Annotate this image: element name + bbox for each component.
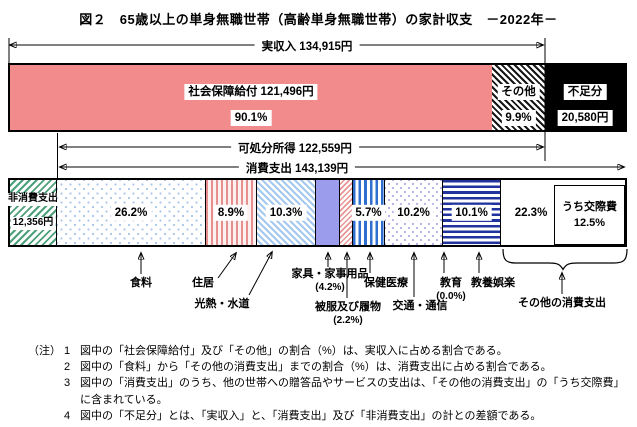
- social-expense-percent: 12.5%: [573, 217, 606, 229]
- non-consumption-amount: 12,356円: [10, 217, 56, 230]
- note-2-text: 図中の「食料」から「その他の消費支出」までの割合（%）は、消費支出に占める割合で…: [80, 361, 552, 374]
- segment-food: 26.2%: [57, 180, 206, 245]
- note-2: 2 図中の「食料」から「その他の消費支出」までの割合（%）は、消費支出に占める割…: [28, 359, 629, 375]
- non-consumption-label: 非消費支出: [6, 193, 60, 206]
- note-prefix: （注）: [28, 345, 61, 357]
- income-arrow-label: 実収入 134,915円: [254, 38, 360, 54]
- note-2-num: 2: [64, 361, 71, 374]
- disposable-arrow-label: 可処分所得 122,559円: [231, 140, 359, 156]
- segment-transport: 10.2%: [385, 180, 443, 245]
- note-3: 3 図中の「消費支出」のうち、他の世帯への贈答品やサービスの支出は、「その他の消…: [28, 375, 629, 391]
- utilities-label: 光熱・水道: [194, 298, 250, 310]
- segment-social-security: 社会保障給付 121,496円 90.1%: [10, 65, 492, 130]
- transport-percent: 10.2%: [393, 204, 434, 221]
- education-percent-note: (0.0%): [436, 291, 466, 302]
- others-percent: 22.3%: [510, 204, 552, 221]
- footnotes: （注） 1 図中の「社会保障給付」及び「その他」の割合（%）は、実収入に占める割…: [28, 343, 629, 424]
- segment-deficit: 不足分 20,580円: [545, 65, 625, 130]
- utilities-percent: 10.3%: [265, 204, 307, 221]
- others-brace: [502, 248, 628, 271]
- others-label: その他の消費支出: [518, 297, 606, 309]
- pointer-utilities: [248, 252, 272, 296]
- segment-other-income: その他 9.9%: [492, 65, 545, 130]
- note-4-num: 4: [64, 409, 71, 422]
- food-label: 食料: [130, 277, 152, 289]
- health-percent: 5.7%: [351, 204, 386, 221]
- social-expense-label: うち交際費: [562, 200, 617, 213]
- social-expense-box: うち交際費 12.5%: [554, 185, 625, 245]
- segment-others-consumption: 22.3% うち交際費 12.5%: [501, 180, 625, 245]
- social-security-label: 社会保障給付 121,496円: [184, 84, 318, 101]
- housing-percent: 8.9%: [213, 204, 249, 221]
- segment-non-consumption: 非消費支出 12,356円: [6, 180, 60, 245]
- expense-bar: 非消費支出 12,356円 26.2% 8.9% 10.3% 5.7% 10.2…: [6, 178, 627, 247]
- transport-label: 交通・通信: [392, 300, 448, 312]
- note-3-num: 3: [64, 377, 71, 390]
- deficit-label: 不足分: [563, 84, 607, 101]
- income-bar: 社会保障給付 121,496円 90.1% その他 9.9% 不足分 20,58…: [8, 63, 627, 132]
- other-income-percent: 9.9%: [501, 110, 536, 127]
- note-3-text2: に含まれている。: [80, 393, 168, 406]
- note-4: 4 図中の「不足分」とは、「実収入」と、「消費支出」及び「非消費支出」の計との差…: [28, 408, 629, 424]
- clothing-percent-note: (2.2%): [333, 315, 363, 326]
- segment-recreation: 10.1%: [443, 180, 501, 245]
- furniture-label: 家具・家事用品: [291, 268, 369, 280]
- note-3-text: 図中の「消費支出」のうち、他の世帯への贈答品やサービスの支出は、「その他の消費支…: [80, 377, 625, 390]
- deficit-amount: 20,580円: [557, 110, 613, 127]
- education-label: 教育: [440, 277, 462, 289]
- pointer-housing: [217, 253, 236, 279]
- social-security-percent: 90.1%: [230, 110, 272, 127]
- recreation-percent: 10.1%: [451, 204, 492, 221]
- note-3-continued: に含まれている。: [28, 392, 629, 408]
- segment-housing: 8.9%: [206, 180, 257, 245]
- consumption-arrow-label: 消費支出 143,139円: [238, 160, 356, 176]
- note-4-text: 図中の「不足分」とは、「実収入」と、「消費支出」及び「非消費支出」の計との差額で…: [80, 409, 542, 422]
- segment-furniture: [316, 180, 340, 245]
- note-1-text: 図中の「社会保障給付」及び「その他」の割合（%）は、実収入に占める割合である。: [80, 345, 508, 357]
- clothing-label: 被服及び履物: [315, 301, 381, 313]
- segment-utilities: 10.3%: [257, 180, 316, 245]
- note-1: （注） 1 図中の「社会保障給付」及び「その他」の割合（%）は、実収入に占める割…: [28, 343, 629, 359]
- recreation-label: 教養娯楽: [471, 277, 515, 289]
- furniture-percent-note: (4.2%): [315, 282, 345, 293]
- health-label: 保健医療: [364, 277, 408, 289]
- food-percent: 26.2%: [110, 204, 152, 221]
- other-income-label: その他: [497, 84, 540, 101]
- note-1-num: 1: [64, 345, 71, 357]
- housing-label: 住居: [192, 277, 214, 289]
- segment-health: 5.7%: [351, 180, 386, 245]
- page-title: 図２ 65歳以上の単身無職世帯（高齢単身無職世帯）の家計収支 －2022年－: [79, 12, 558, 27]
